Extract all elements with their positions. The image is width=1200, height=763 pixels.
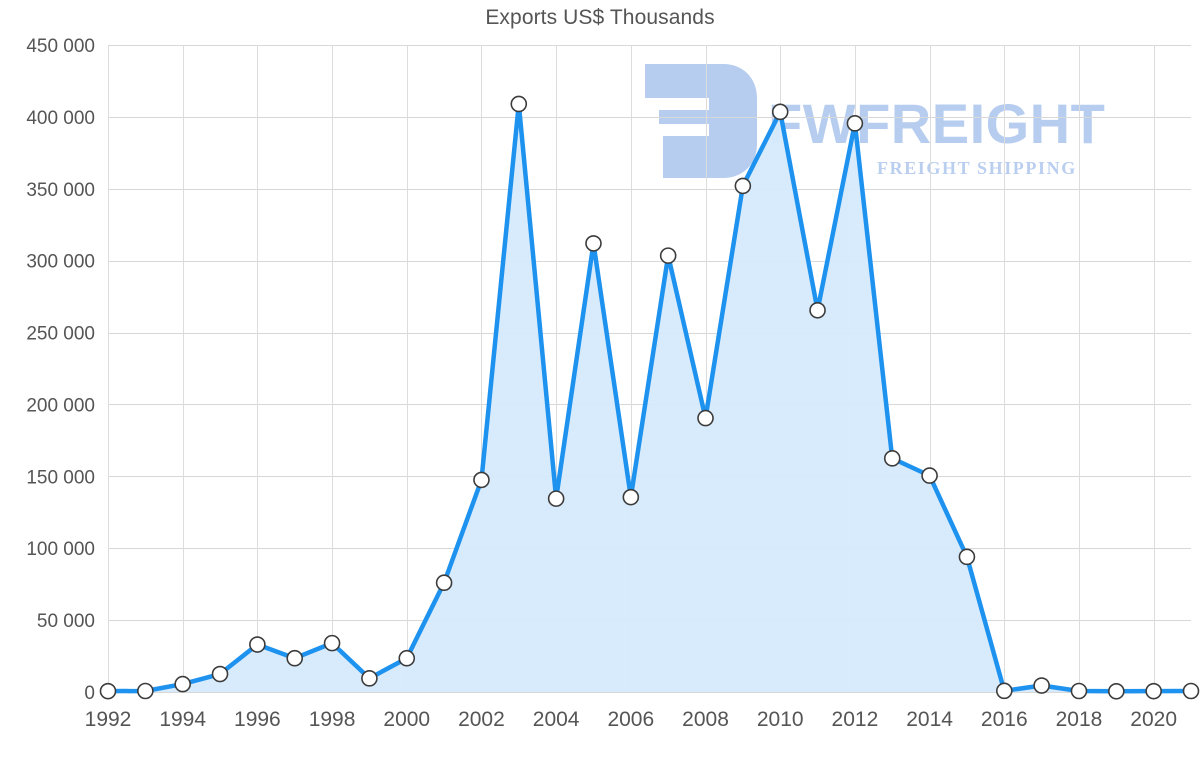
svg-text:1998: 1998 — [309, 708, 356, 731]
svg-text:2004: 2004 — [533, 708, 580, 731]
svg-text:1996: 1996 — [234, 708, 281, 731]
svg-text:300 000: 300 000 — [26, 252, 95, 273]
svg-text:2006: 2006 — [607, 708, 654, 731]
series-markers — [99, 95, 1200, 700]
svg-text:150 000: 150 000 — [26, 467, 95, 488]
svg-text:2002: 2002 — [458, 708, 505, 731]
svg-text:100 000: 100 000 — [26, 539, 95, 560]
svg-text:50 000: 50 000 — [37, 611, 95, 632]
svg-text:2020: 2020 — [1130, 708, 1177, 731]
svg-text:250 000: 250 000 — [26, 324, 95, 345]
series-area-fill — [108, 103, 1191, 692]
x-axis-tick-labels: 1992 1994 1996 1998 2000 2002 2004 2006 2008 2010… — [85, 708, 1177, 731]
svg-text:2000: 2000 — [383, 708, 430, 731]
svg-text:2008: 2008 — [682, 708, 729, 731]
chart-title: Exports US$ Thousands — [485, 6, 715, 29]
svg-text:2010: 2010 — [757, 708, 804, 731]
svg-text:200 000: 200 000 — [26, 395, 95, 416]
svg-text:350 000: 350 000 — [26, 180, 95, 201]
svg-text:2014: 2014 — [906, 708, 953, 731]
y-axis-tick-labels: 0 50 000 100 000 150 000 200 000 250 000 300 0… — [26, 36, 95, 704]
svg-text:450 000: 450 000 — [26, 36, 95, 57]
svg-text:1992: 1992 — [85, 708, 132, 731]
svg-text:2012: 2012 — [832, 708, 879, 731]
svg-text:0: 0 — [84, 683, 95, 704]
svg-text:1994: 1994 — [159, 708, 206, 731]
svg-text:400 000: 400 000 — [26, 108, 95, 129]
svg-text:2016: 2016 — [981, 708, 1028, 731]
svg-text:2018: 2018 — [1056, 708, 1103, 731]
